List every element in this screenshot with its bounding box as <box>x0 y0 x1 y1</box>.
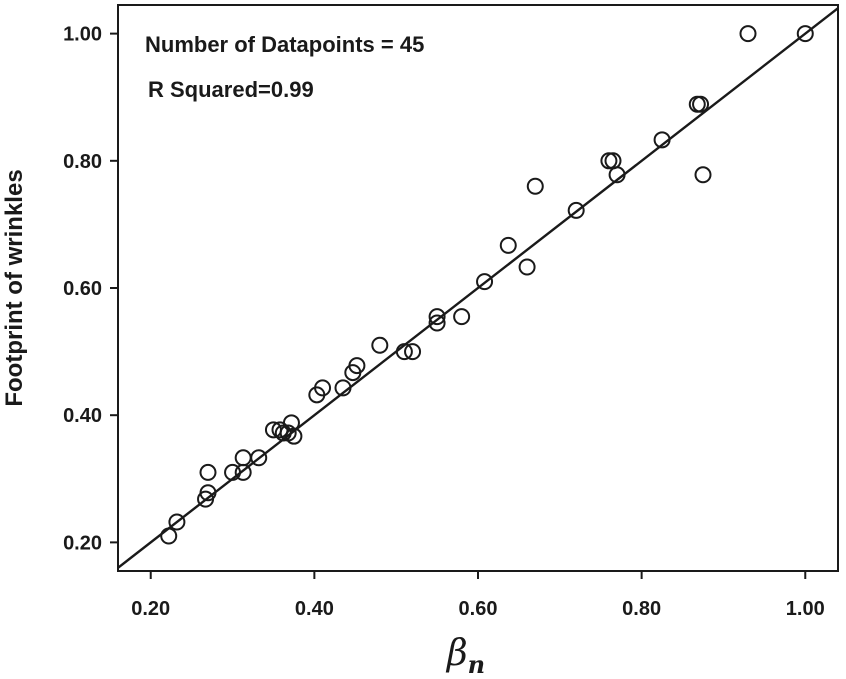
y-tick-label: 0.40 <box>63 405 102 427</box>
data-point <box>250 449 268 467</box>
x-axis-label-main: β <box>445 633 468 674</box>
y-tick-label: 0.60 <box>63 278 102 300</box>
plot-area <box>117 4 839 572</box>
data-point <box>453 308 471 326</box>
data-point <box>694 166 712 184</box>
data-point <box>608 166 626 184</box>
data-point <box>600 152 618 170</box>
data-point <box>334 379 352 397</box>
annotation-r-squared: R Squared=0.99 <box>148 77 314 102</box>
annotation-datapoints: Number of Datapoints = 45 <box>145 32 424 57</box>
y-axis-label: Footprint of wrinkles <box>1 169 28 406</box>
data-point <box>796 25 814 43</box>
x-tick-label: 0.80 <box>622 598 661 620</box>
fit-line <box>117 7 839 569</box>
data-point <box>526 177 544 195</box>
data-point <box>168 513 186 531</box>
data-point <box>199 484 217 502</box>
data-point <box>274 424 292 442</box>
data-points <box>160 25 814 545</box>
x-axis-ticks: 0.20 0.40 0.60 0.80 1.00 <box>131 571 825 620</box>
data-point <box>499 236 517 254</box>
data-point <box>567 201 585 219</box>
data-point <box>428 308 446 326</box>
data-point <box>404 343 422 361</box>
x-tick-label: 1.00 <box>786 598 825 620</box>
data-point <box>282 414 300 432</box>
data-point <box>518 258 536 276</box>
y-tick-label: 1.00 <box>63 24 102 46</box>
data-point <box>224 463 242 481</box>
y-axis-ticks: 0.20 0.40 0.60 0.80 1.00 <box>63 24 118 554</box>
data-point <box>653 131 671 149</box>
data-point <box>476 273 494 291</box>
data-point <box>371 336 389 354</box>
x-tick-label: 0.60 <box>459 598 498 620</box>
x-tick-label: 0.40 <box>295 598 334 620</box>
data-point <box>428 314 446 332</box>
x-tick-label: 0.20 <box>131 598 170 620</box>
data-point <box>314 379 332 397</box>
x-axis-label: βn <box>445 633 485 679</box>
x-axis-label-subscript: n <box>468 650 485 679</box>
data-point <box>285 427 303 445</box>
y-tick-label: 0.20 <box>63 532 102 554</box>
data-point <box>739 25 757 43</box>
data-point <box>395 343 413 361</box>
data-point <box>692 95 710 113</box>
y-tick-label: 0.80 <box>63 151 102 173</box>
data-point <box>348 357 366 375</box>
data-point <box>199 463 217 481</box>
data-point <box>160 527 178 545</box>
